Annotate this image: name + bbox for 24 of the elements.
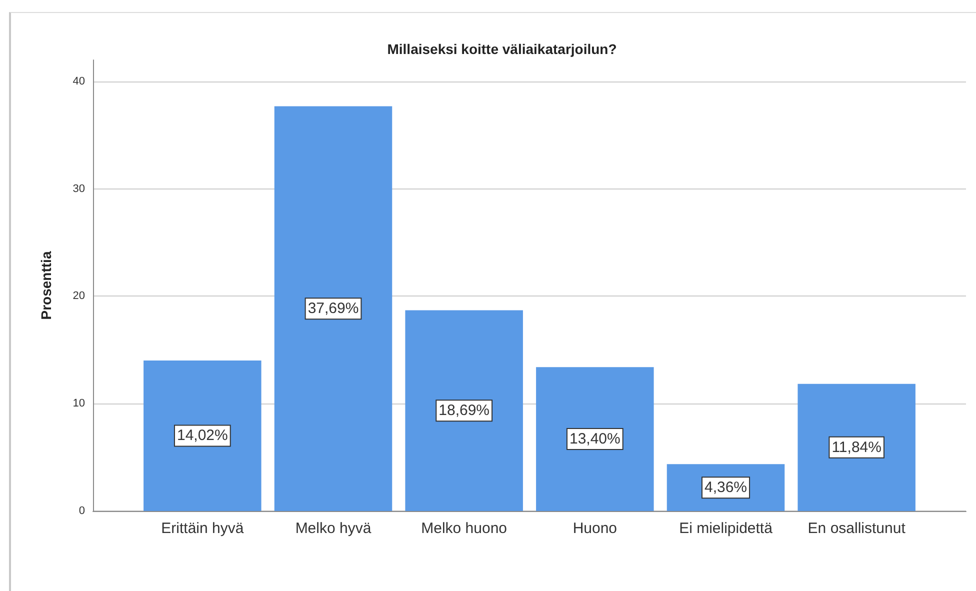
data-label: 37,69% (308, 300, 359, 318)
x-tick-label: En osallistunut (808, 520, 906, 537)
bar (274, 106, 392, 511)
x-tick-label: Melko huono (421, 520, 508, 537)
y-tick-label: 40 (72, 75, 85, 88)
data-label: 4,36% (704, 479, 748, 496)
bar (144, 360, 262, 511)
x-tick-label: Huono (572, 520, 618, 537)
data-label: 11,84% (832, 438, 882, 456)
chart-title: Millaiseksi koitte väliaikatarjoilun? (387, 41, 617, 57)
bar (536, 367, 654, 511)
x-tick-label: Ei mielipidettä (679, 520, 774, 537)
y-tick-label: 30 (72, 182, 85, 195)
y-tick-label: 0 (78, 505, 85, 517)
data-label: 18,69% (438, 402, 490, 420)
y-axis-title: Prosenttia (38, 251, 54, 320)
x-tick-label: Erittäin hyvä (161, 520, 244, 537)
bar (798, 384, 916, 511)
data-label: 14,02% (176, 427, 228, 444)
y-tick-label: 20 (72, 290, 85, 302)
data-label: 13,40% (569, 430, 620, 448)
bar (405, 310, 523, 511)
y-tick-label: 10 (72, 398, 85, 410)
x-tick-label: Melko hyvä (295, 520, 372, 537)
